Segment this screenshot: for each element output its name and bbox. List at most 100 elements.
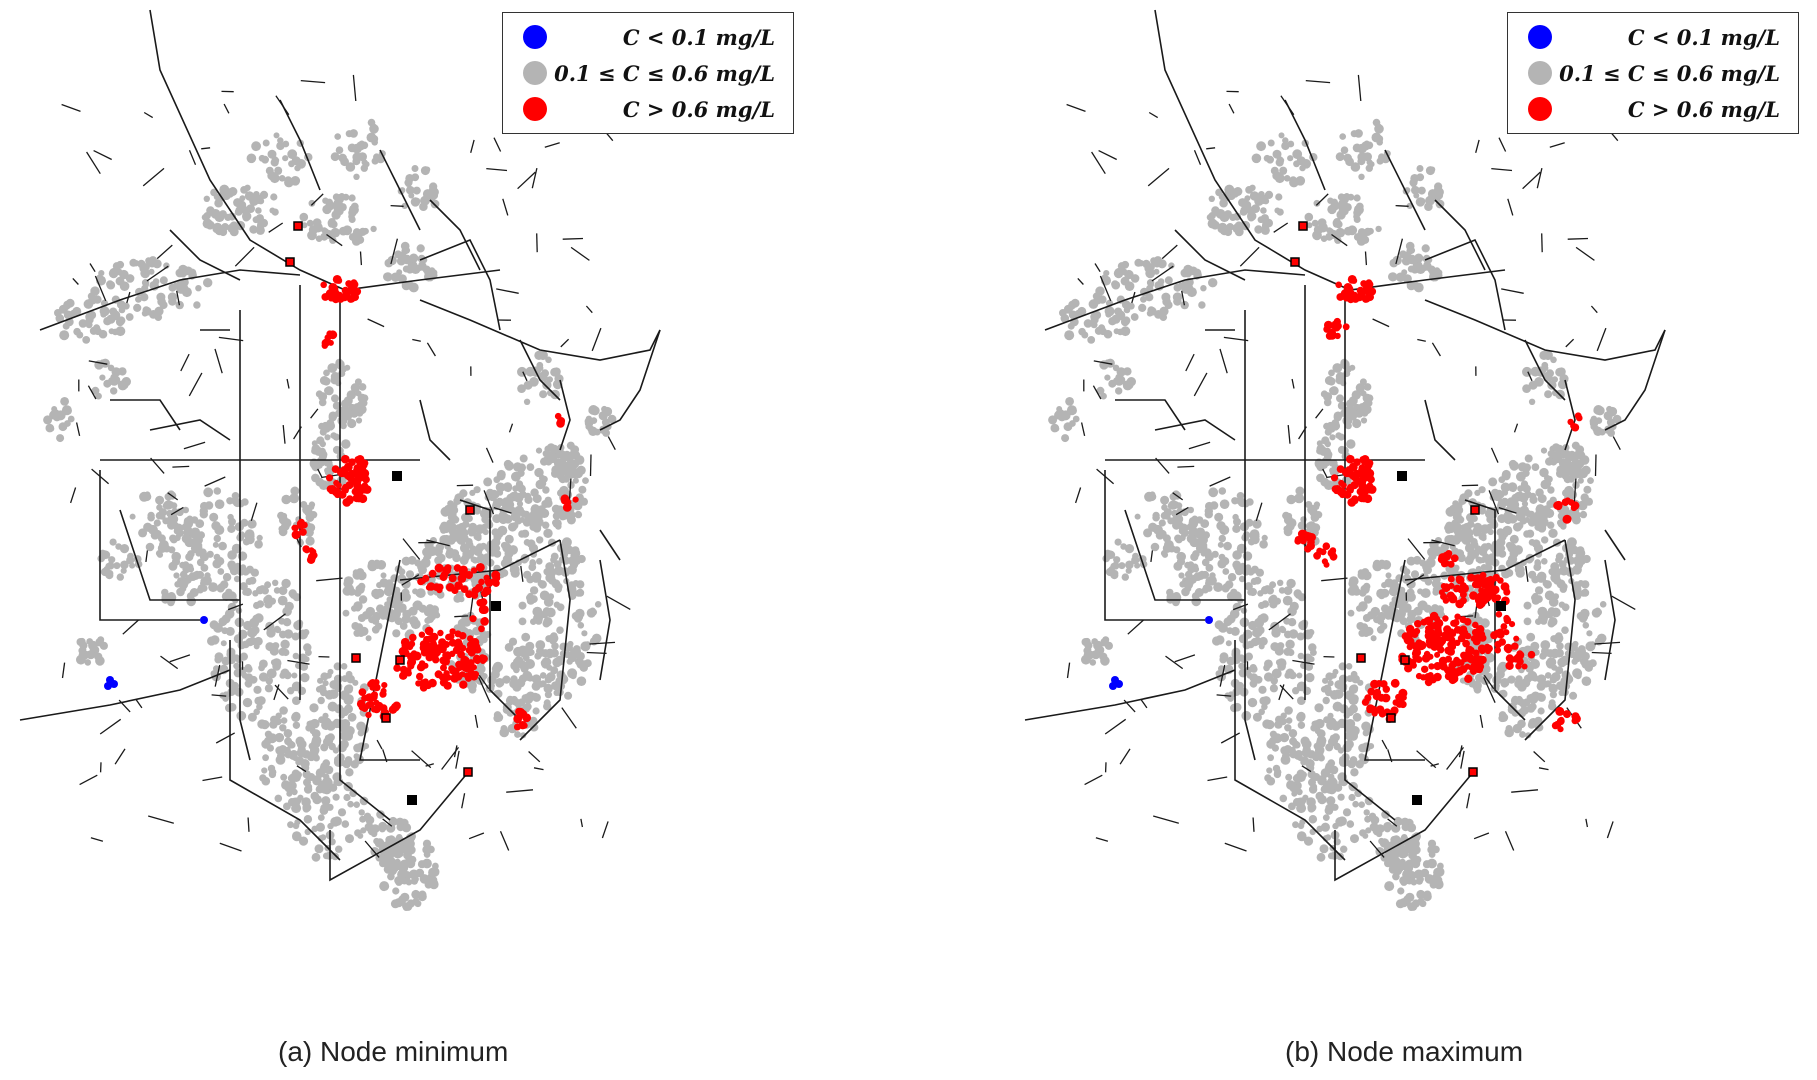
node-above xyxy=(1346,454,1355,464)
node-within xyxy=(220,640,227,647)
node-within xyxy=(292,696,301,705)
node-above xyxy=(1363,294,1371,303)
node-within xyxy=(195,519,205,528)
node-within xyxy=(277,595,288,606)
node-within xyxy=(1283,175,1291,182)
node-within xyxy=(453,594,462,603)
node-within xyxy=(1592,425,1600,433)
node-within xyxy=(328,742,336,751)
node-within xyxy=(213,534,221,543)
pipe-branch xyxy=(148,815,174,824)
pipe-branch xyxy=(607,436,616,451)
node-within xyxy=(1329,434,1336,441)
node-within xyxy=(1372,825,1383,835)
node-within xyxy=(576,580,585,589)
node-within xyxy=(116,573,125,581)
pipe-branch xyxy=(1148,111,1159,119)
node-within xyxy=(303,656,310,663)
pipe-branch xyxy=(561,707,577,729)
node-above xyxy=(1364,286,1374,295)
node-within xyxy=(306,219,314,227)
node-within xyxy=(1347,609,1355,617)
node-within xyxy=(1362,630,1370,637)
node-within xyxy=(344,364,351,371)
node-within xyxy=(318,392,328,402)
node-within xyxy=(1581,651,1590,661)
node-within xyxy=(1409,178,1418,187)
node-within xyxy=(1586,630,1593,637)
node-within xyxy=(315,785,324,794)
node-within xyxy=(1238,654,1245,661)
pipe-line xyxy=(419,399,451,461)
pipe-branch xyxy=(1098,150,1117,161)
node-above xyxy=(381,682,388,689)
pipe-line xyxy=(1154,419,1236,441)
node-within xyxy=(1591,608,1602,618)
node-within xyxy=(1296,681,1307,692)
node-within xyxy=(254,540,263,549)
pipe-branch xyxy=(1291,378,1295,389)
node-above xyxy=(328,487,335,495)
node-within xyxy=(1574,650,1583,659)
node-within xyxy=(1544,590,1555,601)
node-within xyxy=(203,195,210,202)
node-within xyxy=(1407,904,1415,911)
pipe-branch xyxy=(1479,714,1484,728)
node-within xyxy=(357,614,366,622)
pipe-branch xyxy=(1172,492,1184,501)
node-within xyxy=(526,596,535,605)
node-within xyxy=(1258,191,1265,198)
node-within xyxy=(383,586,394,597)
node-within xyxy=(1269,684,1278,693)
node-within xyxy=(1531,596,1540,605)
node-within xyxy=(227,550,237,560)
node-within xyxy=(1272,171,1282,181)
node-within xyxy=(535,617,543,625)
node-within xyxy=(1273,597,1281,605)
node-within xyxy=(375,622,383,630)
node-within xyxy=(311,738,321,749)
node-within xyxy=(1112,364,1120,372)
node-within xyxy=(205,220,215,230)
node-within xyxy=(276,141,285,151)
pipe-branch xyxy=(1483,677,1496,703)
node-within xyxy=(490,669,500,679)
pipe-branch xyxy=(367,318,385,328)
node-within xyxy=(51,406,58,412)
pipe-line xyxy=(1434,199,1486,271)
node-within xyxy=(504,461,514,471)
node-within xyxy=(161,588,169,597)
pipe-branch xyxy=(94,275,107,301)
node-above xyxy=(479,598,488,607)
pipe-branch xyxy=(287,659,310,665)
node-within xyxy=(1179,534,1186,541)
pipe-branch xyxy=(533,767,544,771)
node-within xyxy=(1152,513,1160,522)
node-within xyxy=(311,440,318,447)
node-within xyxy=(1320,785,1329,794)
node-within xyxy=(269,207,276,214)
node-above xyxy=(443,670,450,677)
node-within xyxy=(1352,712,1362,722)
node-within xyxy=(103,379,112,388)
node-within xyxy=(1283,617,1291,625)
node-within xyxy=(452,553,461,563)
node-within xyxy=(465,515,473,522)
node-within xyxy=(358,809,365,816)
pipe-branch xyxy=(474,714,479,728)
node-within xyxy=(214,212,225,223)
node-within xyxy=(434,556,443,565)
node-within xyxy=(345,162,356,172)
node-within xyxy=(267,171,277,181)
node-within xyxy=(1579,612,1589,621)
node-above xyxy=(437,629,444,637)
node-within xyxy=(537,505,546,515)
node-within xyxy=(1427,858,1437,869)
node-within xyxy=(390,272,401,282)
node-within xyxy=(1113,556,1121,564)
node-within xyxy=(84,659,92,666)
node-within xyxy=(387,858,398,868)
node-within xyxy=(594,601,602,608)
node-within xyxy=(365,635,372,642)
node-within xyxy=(1416,889,1426,899)
